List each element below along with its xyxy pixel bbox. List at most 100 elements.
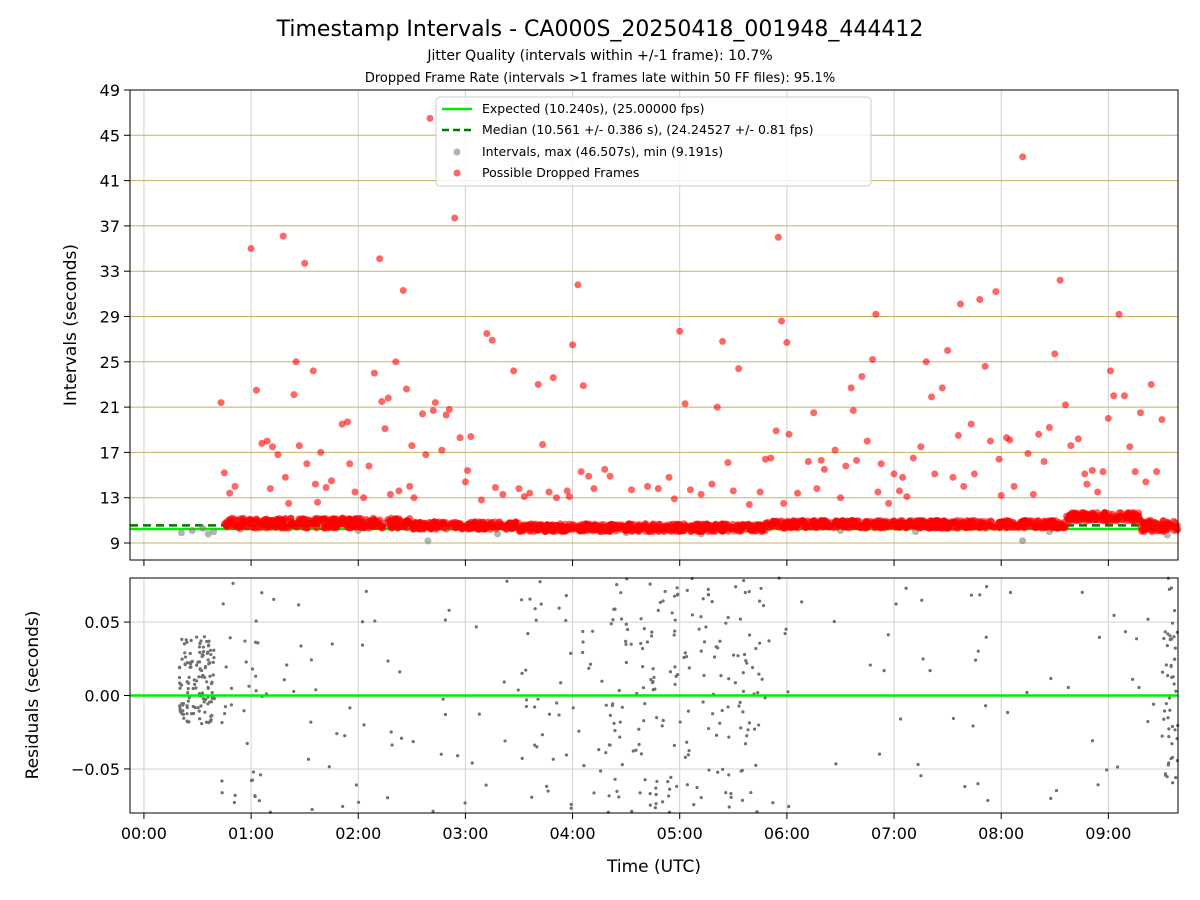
interval-point (1019, 537, 1027, 545)
residual-point (557, 713, 561, 717)
dropped-frame-point (871, 524, 879, 532)
residual-point (208, 700, 212, 704)
dropped-frame-point (928, 393, 936, 401)
residual-point (921, 657, 925, 661)
dropped-frame-point (463, 524, 471, 532)
residual-point (661, 718, 665, 723)
residual-point (886, 633, 890, 637)
x-tick-label: 06:00 (764, 824, 810, 843)
residual-point (742, 578, 746, 583)
dropped-frame-point (392, 358, 400, 366)
dropped-frame-point (863, 517, 871, 525)
residual-point (177, 675, 182, 680)
dropped-frame-point (833, 523, 841, 531)
dropped-frame-point (1031, 523, 1039, 531)
dropped-frame-point (823, 519, 831, 527)
residual-point (750, 665, 755, 670)
residual-point (675, 593, 679, 597)
residual-point (1173, 657, 1177, 661)
interval-point (177, 529, 185, 537)
residual-point (520, 671, 524, 675)
residual-point (699, 796, 703, 800)
residual-point (1160, 670, 1165, 674)
legend-intervals-marker (453, 148, 461, 156)
residual-point (564, 618, 568, 623)
residual-point (581, 640, 585, 644)
dropped-frame-point (410, 521, 418, 529)
residual-point (463, 801, 467, 805)
residual-point (771, 801, 775, 805)
residual-point (656, 608, 660, 612)
residual-point (727, 805, 731, 809)
residual-point (649, 678, 653, 682)
residual-point (205, 639, 209, 644)
interval-point (210, 528, 218, 536)
residual-point (360, 643, 365, 647)
dropped-frame-point (1173, 522, 1181, 530)
residual-point (190, 659, 194, 663)
residual-point (615, 582, 619, 587)
dropped-frame-point (295, 442, 303, 450)
residual-point (613, 777, 617, 781)
residual-point (783, 631, 787, 636)
dropped-frame-point (311, 480, 319, 488)
residual-point (206, 643, 211, 647)
dropped-frame-point (266, 485, 274, 493)
dropped-frame-point (853, 456, 861, 464)
residual-point (729, 792, 733, 796)
residual-point (373, 619, 377, 623)
residual-point (1164, 701, 1168, 706)
residual-point (686, 753, 691, 757)
residual-point (652, 675, 656, 680)
dropped-frame-point (681, 400, 689, 408)
dropped-frame-point (1131, 468, 1139, 476)
residual-point (257, 799, 261, 803)
dropped-frame-point (565, 493, 573, 501)
residual-point (244, 660, 248, 664)
dropped-frame-point (672, 520, 680, 528)
residual-point (724, 621, 728, 625)
residual-point (624, 642, 628, 647)
residual-point (758, 641, 762, 645)
bottom-y-tick-label: −0.05 (71, 760, 120, 779)
dropped-frame-point (1010, 482, 1018, 490)
dropped-frame-point (526, 489, 534, 497)
intervals-panel: 9 13 17 21 25 29 33 37 41 45 49 (100, 81, 1182, 566)
residual-point (747, 590, 751, 594)
residual-point (223, 704, 227, 709)
dropped-frame-point (534, 380, 542, 388)
residual-point (1151, 702, 1156, 706)
residual-point (1066, 685, 1070, 690)
dropped-frame-point (477, 496, 485, 504)
residual-point (282, 678, 286, 682)
residual-point (516, 688, 520, 692)
dropped-frame-point (370, 369, 378, 377)
residual-point (639, 641, 643, 646)
residual-point (184, 638, 188, 642)
residual-point (1163, 630, 1167, 634)
dropped-frame-point (1056, 276, 1064, 284)
residual-point (706, 587, 710, 591)
residual-point (1105, 768, 1109, 772)
x-tick-label: 01:00 (228, 824, 274, 843)
residual-point (714, 733, 719, 737)
residual-point (186, 687, 190, 691)
residual-point (229, 703, 234, 707)
residual-point (661, 599, 665, 603)
dropped-frame-point (1022, 518, 1030, 526)
residual-point (904, 586, 908, 590)
dropped-frame-point (808, 521, 816, 529)
x-tick-label: 08:00 (978, 824, 1024, 843)
residual-point (757, 723, 761, 727)
dropped-frame-point (285, 499, 293, 507)
dropped-frame-point (453, 519, 461, 527)
x-tick-label: 09:00 (1085, 824, 1131, 843)
residual-point (207, 639, 211, 643)
dropped-frame-point (321, 519, 329, 527)
top-y-tick-label: 29 (100, 308, 120, 327)
residual-point (1170, 621, 1175, 625)
residual-point (654, 802, 658, 806)
dropped-frame-point (346, 460, 354, 468)
dropped-frame-point (406, 482, 414, 490)
top-y-tick-label: 33 (100, 262, 120, 281)
